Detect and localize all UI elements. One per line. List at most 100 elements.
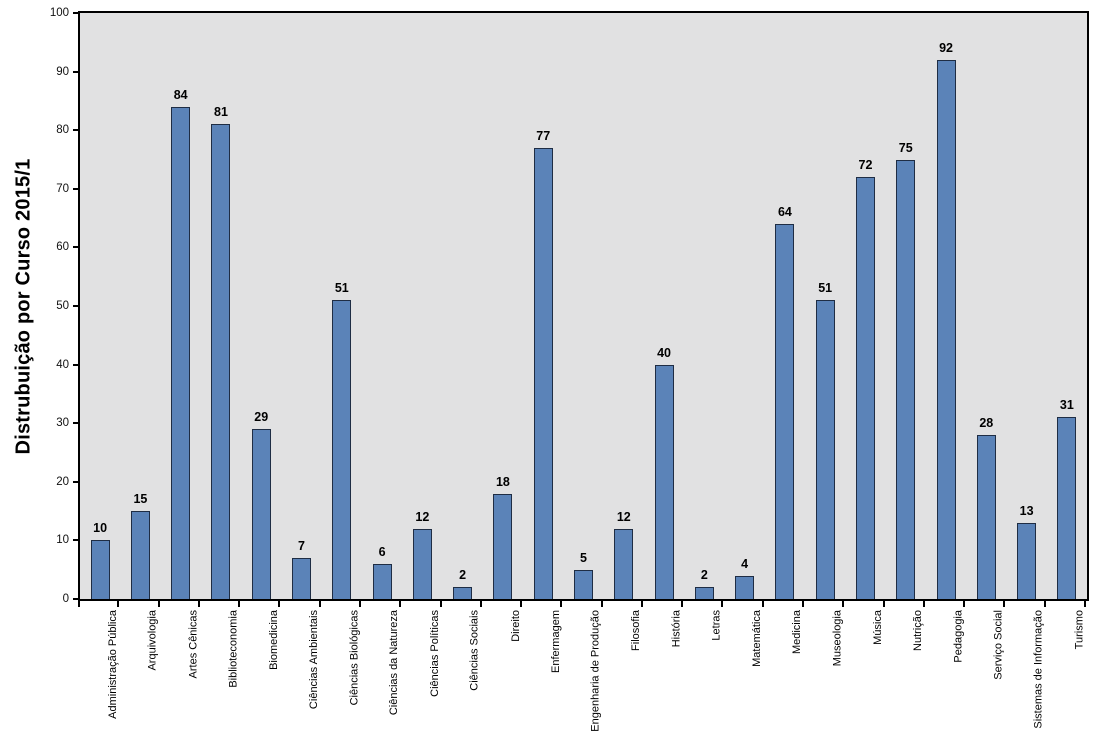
- y-axis-tick-mark: [73, 305, 78, 307]
- bar: [1057, 417, 1077, 599]
- x-axis-tick-mark: [157, 601, 160, 607]
- plot-area: [78, 11, 1089, 601]
- bar: [775, 223, 795, 599]
- y-axis-tick-mark: [73, 187, 78, 190]
- x-axis-tick-mark: [358, 601, 361, 607]
- y-axis-tick-mark: [73, 422, 78, 425]
- x-axis-tick-mark: [842, 601, 845, 607]
- x-axis-tick-mark: [197, 601, 200, 607]
- bar-value-label: 7: [298, 538, 305, 553]
- bar: [1017, 522, 1037, 599]
- bar-value-label: 51: [818, 281, 833, 296]
- x-axis-tick-mark: [600, 601, 603, 607]
- x-axis-category-label: Ciências da Natureza: [388, 610, 401, 716]
- bar: [90, 540, 110, 599]
- x-axis-tick-mark: [963, 601, 966, 607]
- bar: [251, 429, 271, 599]
- x-axis-category-label: Artes Cênicas: [187, 610, 200, 679]
- x-axis-category-label: Pedagogia: [952, 610, 965, 663]
- x-axis-tick-mark: [681, 601, 684, 607]
- x-axis-tick-mark: [560, 601, 563, 607]
- bar-value-label: 2: [700, 568, 708, 583]
- x-axis-tick-mark: [640, 601, 643, 607]
- bar-value-label: 51: [334, 281, 349, 296]
- x-axis-tick-mark: [117, 601, 120, 607]
- y-axis-tick-label: 80: [56, 124, 69, 137]
- x-axis-category-label: Engenharia de Produção: [590, 610, 602, 732]
- bar: [976, 434, 996, 599]
- x-axis-category-label: Direito: [509, 610, 522, 642]
- bar-value-label: 13: [1019, 503, 1034, 518]
- bar: [855, 177, 875, 599]
- bar: [211, 124, 231, 599]
- x-axis-category-label: Ciências Biológicas: [348, 610, 361, 706]
- x-axis-category-label: Nutrição: [912, 610, 925, 651]
- bar: [574, 569, 593, 599]
- bar: [936, 59, 956, 599]
- bar-value-label: 29: [254, 410, 269, 425]
- bar-value-label: 6: [378, 544, 386, 559]
- bar-value-label: 12: [616, 509, 631, 524]
- bar: [453, 587, 473, 599]
- x-axis-tick-mark: [479, 601, 482, 607]
- bar-value-label: 40: [657, 345, 671, 360]
- bar-value-label: 10: [93, 521, 108, 536]
- bar-value-label: 92: [939, 40, 953, 55]
- bar: [130, 511, 150, 599]
- bar: [815, 300, 835, 599]
- bar-value-label: 2: [459, 568, 467, 583]
- x-axis-tick-mark: [1084, 601, 1086, 607]
- bar-value-label: 81: [214, 105, 228, 120]
- bar-value-label: 72: [858, 158, 873, 173]
- x-axis-tick-mark: [922, 601, 925, 607]
- x-axis-tick-mark: [78, 601, 80, 607]
- y-axis-tick-label: 40: [56, 358, 69, 371]
- bar-value-label: 15: [133, 492, 148, 507]
- x-axis-tick-mark: [318, 601, 321, 607]
- x-axis-tick-mark: [721, 601, 724, 607]
- x-axis-tick-mark: [802, 601, 805, 607]
- x-axis-tick-mark: [439, 601, 442, 607]
- bar-value-label: 5: [580, 550, 587, 565]
- y-axis-tick-mark: [73, 246, 78, 249]
- x-axis-tick-mark: [520, 601, 523, 607]
- x-axis-category-label: Ciências Ambientais: [308, 610, 321, 710]
- bar: [533, 147, 553, 599]
- x-axis-category-label: Biblioteconomia: [227, 610, 240, 688]
- x-axis-category-label: Letras: [710, 610, 723, 641]
- x-axis-category-label: Matemática: [751, 610, 764, 667]
- bar: [412, 528, 432, 599]
- bar: [614, 528, 634, 599]
- bar-value-label: 18: [495, 474, 510, 489]
- x-axis-category-label: Administração Pública: [106, 610, 119, 719]
- bar: [372, 563, 392, 599]
- x-axis-category-label: Sistemas de Informação: [1033, 610, 1046, 729]
- y-axis-tick-mark: [73, 539, 78, 542]
- x-axis-tick-mark: [761, 601, 764, 607]
- x-axis-tick-mark: [882, 601, 885, 607]
- bar: [292, 557, 312, 599]
- x-axis-category-label: Biomedicina: [267, 610, 280, 670]
- y-axis-tick-label: 90: [56, 65, 69, 78]
- x-axis-category-label: Arquivologia: [146, 610, 159, 671]
- bar-value-label: 77: [536, 128, 551, 143]
- x-axis-tick-mark: [399, 601, 402, 607]
- x-axis-tick-mark: [1003, 601, 1006, 607]
- y-axis-tick-label: 30: [56, 417, 69, 430]
- x-axis-category-label: Enfermagem: [549, 610, 562, 673]
- bar-value-label: 64: [777, 204, 792, 219]
- bar: [493, 493, 513, 599]
- bar-value-label: 31: [1059, 398, 1074, 413]
- y-axis-tick-mark: [73, 363, 78, 366]
- bar: [694, 587, 714, 599]
- bar-value-label: 4: [741, 556, 749, 571]
- y-axis-tick-mark: [73, 12, 78, 14]
- x-axis-category-label: Filosofia: [630, 610, 643, 651]
- y-axis-tick-label: 10: [56, 534, 69, 547]
- bar-value-label: 75: [898, 140, 913, 155]
- y-axis-tick-label: 100: [49, 7, 69, 19]
- bar-value-label: 84: [173, 87, 188, 102]
- bar: [654, 364, 674, 599]
- x-axis-category-label: Ciências Políticas: [428, 610, 441, 697]
- x-axis-category-label: Serviço Social: [992, 610, 1005, 680]
